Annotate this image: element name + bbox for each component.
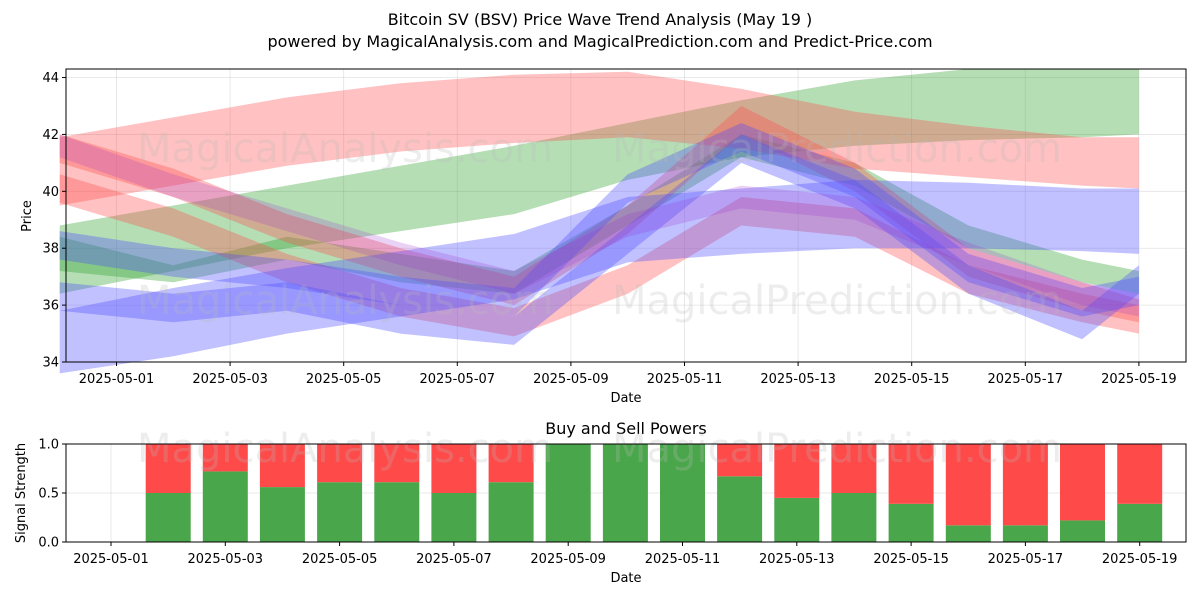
price-y-tick-label: 38 — [42, 242, 59, 257]
buy-sell-x-tick-label: 2025-05-17 — [988, 552, 1064, 567]
buy-bar — [945, 525, 991, 542]
buy-sell-y-tick-label: 0.5 — [38, 487, 59, 502]
buy-bar — [259, 487, 305, 542]
buy-bar — [774, 497, 820, 542]
price-x-tick-label: 2025-05-17 — [988, 372, 1064, 387]
sell-bar — [259, 444, 305, 488]
buy-sell-x-tick-label: 2025-05-07 — [416, 552, 492, 567]
watermark-bottom-right: MagicalPrediction.com — [612, 426, 1062, 472]
price-x-tick-label: 2025-05-11 — [647, 372, 723, 387]
sell-bar — [1002, 444, 1048, 526]
price-ticks: 2025-05-01 2025-05-03 2025-05-05 2025-05-07… — [42, 71, 1176, 387]
price-y-tick-label: 42 — [42, 128, 59, 143]
price-wave-chart: MagicalAnalysis.com MagicalPrediction.co… — [20, 68, 1187, 406]
buy-bar — [488, 482, 534, 542]
watermark-top-left: MagicalAnalysis.com — [137, 126, 553, 172]
price-band-blue-5 — [59, 179, 1139, 374]
watermark-top-right: MagicalPrediction.com — [612, 126, 1062, 172]
price-x-tick-label: 2025-05-09 — [533, 372, 609, 387]
buy-bar — [202, 471, 248, 542]
buy-sell-y-tick-label: 1.0 — [38, 438, 59, 453]
buy-sell-x-tick-label: 2025-05-05 — [302, 552, 378, 567]
watermark-mid-left: MagicalAnalysis.com — [137, 278, 553, 324]
price-y-tick-label: 34 — [42, 356, 59, 371]
price-x-axis-label: Date — [610, 391, 641, 406]
buy-bar — [660, 444, 705, 542]
sell-bar — [717, 444, 763, 477]
price-x-tick-label: 2025-05-01 — [79, 372, 155, 387]
buy-sell-x-tick-label: 2025-05-01 — [73, 552, 149, 567]
buy-bar — [1002, 525, 1048, 542]
price-band-purple-8 — [59, 134, 1139, 317]
buy-bar — [602, 444, 648, 542]
price-y-tick-label: 36 — [42, 299, 59, 314]
price-x-tick-label: 2025-05-05 — [306, 372, 382, 387]
buy-sell-chart: Buy and Sell Powers MagicalAnalysis.com … — [14, 419, 1187, 586]
price-band-red-3 — [59, 106, 1139, 323]
buy-bar — [1060, 520, 1105, 542]
buy-bar — [317, 482, 363, 542]
price-bands — [59, 69, 1139, 374]
price-band-green-0 — [59, 69, 1139, 294]
price-axes-frame — [65, 68, 1187, 363]
buy-sell-y-tick-label: 0.0 — [38, 536, 59, 551]
buy-bar — [1117, 503, 1163, 542]
watermark-mid-right: MagicalPrediction.com — [612, 278, 1062, 324]
watermark-bottom-left: MagicalAnalysis.com — [137, 426, 553, 472]
price-band-red-4 — [59, 174, 1139, 337]
buy-sell-x-tick-label: 2025-05-09 — [530, 552, 606, 567]
buy-sell-x-tick-label: 2025-05-19 — [1102, 552, 1178, 567]
sell-bar — [374, 444, 420, 483]
buy-sell-ticks: 2025-05-01 2025-05-03 2025-05-05 2025-05-07… — [38, 438, 1177, 568]
buy-sell-bars — [145, 444, 1163, 542]
price-x-tick-label: 2025-05-13 — [760, 372, 836, 387]
price-x-tick-label: 2025-05-03 — [192, 372, 268, 387]
price-band-blue-6 — [59, 134, 1139, 345]
buy-bar — [545, 444, 591, 542]
buy-sell-title: Buy and Sell Powers — [545, 419, 707, 438]
sell-bar — [145, 444, 191, 493]
price-y-tick-label: 40 — [42, 185, 59, 200]
sell-bar — [488, 444, 534, 483]
main-title-line2: powered by MagicalAnalysis.com and Magic… — [267, 32, 932, 51]
price-y-tick-label: 44 — [42, 71, 59, 86]
buy-bar — [888, 503, 934, 542]
price-x-tick-label: 2025-05-19 — [1101, 372, 1177, 387]
buy-sell-x-tick-label: 2025-05-03 — [188, 552, 264, 567]
buy-sell-x-tick-label: 2025-05-13 — [759, 552, 835, 567]
buy-sell-y-axis-label: Signal Strength — [14, 443, 29, 543]
price-band-blue-7 — [59, 123, 1139, 317]
main-title-line1: Bitcoin SV (BSV) Price Wave Trend Analys… — [388, 10, 813, 29]
sell-bar — [945, 444, 991, 526]
sell-bar — [202, 444, 248, 472]
sell-bar — [1060, 444, 1105, 521]
buy-bar — [145, 493, 191, 542]
buy-sell-x-tick-label: 2025-05-11 — [645, 552, 721, 567]
price-x-tick-label: 2025-05-15 — [874, 372, 950, 387]
price-x-tick-label: 2025-05-07 — [420, 372, 496, 387]
price-y-axis-label: Price — [20, 200, 35, 232]
buy-bar — [831, 493, 877, 542]
buy-bar — [717, 476, 763, 542]
price-band-green-1 — [59, 134, 1139, 294]
price-band-red-2 — [59, 71, 1139, 206]
buy-sell-x-axis-label: Date — [610, 571, 641, 586]
buy-bar — [431, 493, 477, 542]
sell-bar — [1117, 444, 1163, 504]
buy-bar — [374, 482, 420, 542]
sell-bar — [431, 444, 477, 493]
sell-bar — [317, 444, 363, 483]
sell-bar — [774, 444, 820, 498]
sell-bar — [831, 444, 877, 493]
sell-bar — [888, 444, 934, 504]
buy-sell-x-tick-label: 2025-05-15 — [873, 552, 949, 567]
